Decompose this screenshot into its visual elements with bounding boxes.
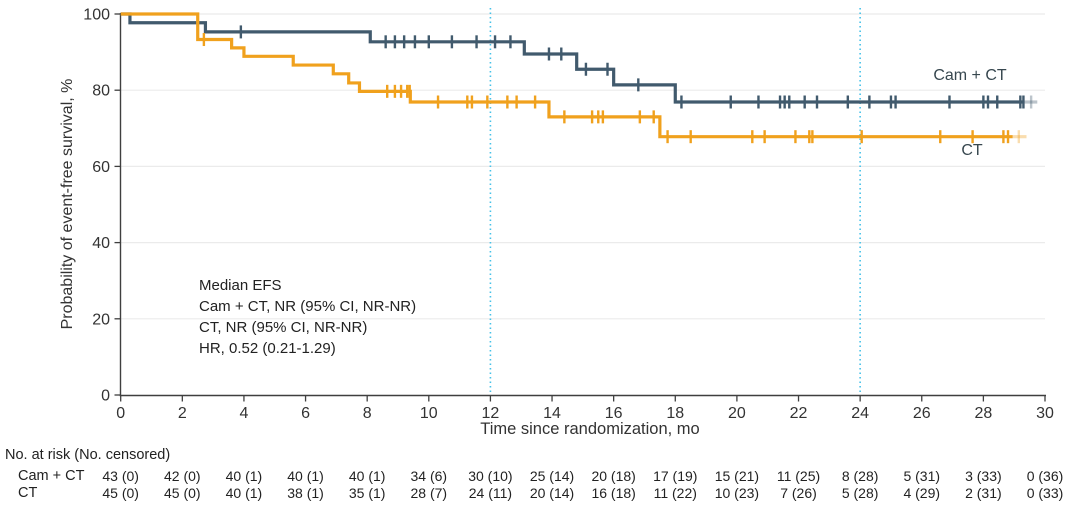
risk-cell: 15 (21) <box>714 468 760 484</box>
risk-cell: 40 (1) <box>225 485 263 501</box>
annotation-line-hr: HR, 0.52 (0.21-1.29) <box>199 340 336 357</box>
risk-cell: 7 (26) <box>780 485 817 501</box>
annotation-line-ct: CT, NR (95% CI, NR-NR) <box>199 319 368 336</box>
svg-text:60: 60 <box>92 159 110 176</box>
svg-text:20: 20 <box>728 405 746 422</box>
y-axis-title: Probability of event-free survival, % <box>59 78 76 330</box>
risk-cell: 0 (36) <box>1026 468 1064 484</box>
risk-cell: 30 (10) <box>468 468 513 484</box>
risk-cell: 25 (14) <box>529 468 575 484</box>
svg-text:20: 20 <box>92 311 110 328</box>
risk-cell: 40 (1) <box>287 468 324 484</box>
risk-cell: 20 (14) <box>529 485 575 501</box>
svg-text:40: 40 <box>92 235 110 252</box>
risk-cell: 45 (0) <box>164 485 201 501</box>
svg-text:22: 22 <box>790 405 808 422</box>
svg-text:10: 10 <box>420 405 438 422</box>
risk-cell: 10 (23) <box>714 485 760 501</box>
svg-text:28: 28 <box>974 405 992 422</box>
risk-cell: 8 (28) <box>841 468 879 484</box>
risk-cell: 40 (1) <box>348 468 386 484</box>
x-axis-title: Time since randomization, mo <box>480 420 700 438</box>
svg-text:4: 4 <box>239 405 248 422</box>
svg-text:12: 12 <box>482 405 500 422</box>
svg-text:14: 14 <box>543 405 561 422</box>
risk-cell: 11 (22) <box>653 485 697 501</box>
risk-cell: 40 (1) <box>225 468 263 484</box>
svg-text:80: 80 <box>92 83 110 100</box>
svg-text:0: 0 <box>116 405 125 422</box>
risk-table-header: No. at risk (No. censored) <box>5 447 171 463</box>
risk-cell: 16 (18) <box>591 485 636 501</box>
risk-cell: 34 (6) <box>410 468 448 484</box>
risk-cell: 11 (25) <box>776 468 821 484</box>
svg-text:26: 26 <box>913 405 931 422</box>
risk-cell: 24 (11) <box>468 485 513 501</box>
svg-text:16: 16 <box>605 405 623 422</box>
risk-cell: 38 (1) <box>287 485 324 501</box>
risk-cell: 45 (0) <box>102 485 139 501</box>
svg-text:24: 24 <box>851 405 869 422</box>
risk-row-label-cam-ct: Cam + CT <box>18 468 85 484</box>
svg-text:6: 6 <box>301 405 310 422</box>
svg-text:8: 8 <box>363 405 372 422</box>
svg-text:100: 100 <box>83 7 110 24</box>
risk-cell: 2 (31) <box>965 485 1002 501</box>
risk-cell: 5 (28) <box>841 485 879 501</box>
risk-cell: 3 (33) <box>965 468 1002 484</box>
risk-cell: 42 (0) <box>164 468 201 484</box>
median-efs-annotation: Median EFS Cam + CT, NR (95% CI, NR-NR) … <box>199 275 416 359</box>
annotation-line-median: Median EFS <box>199 277 282 294</box>
risk-cell: 43 (0) <box>102 468 139 484</box>
svg-text:30: 30 <box>1036 405 1054 422</box>
risk-cell: 20 (18) <box>591 468 636 484</box>
curve-label-ct: CT <box>961 142 983 159</box>
risk-cell: 5 (31) <box>903 468 941 484</box>
svg-text:2: 2 <box>178 405 187 422</box>
annotation-line-cam-ct: Cam + CT, NR (95% CI, NR-NR) <box>199 298 417 315</box>
risk-cell: 17 (19) <box>653 468 698 484</box>
risk-cell: 35 (1) <box>348 485 386 501</box>
curve-label-cam-ct: Cam + CT <box>933 67 1007 84</box>
risk-cell: 28 (7) <box>410 485 448 501</box>
svg-text:0: 0 <box>101 388 110 405</box>
risk-cell: 4 (29) <box>903 485 941 501</box>
svg-text:18: 18 <box>666 405 684 422</box>
risk-cell: 0 (33) <box>1026 485 1064 501</box>
risk-row-label-ct: CT <box>18 485 38 501</box>
